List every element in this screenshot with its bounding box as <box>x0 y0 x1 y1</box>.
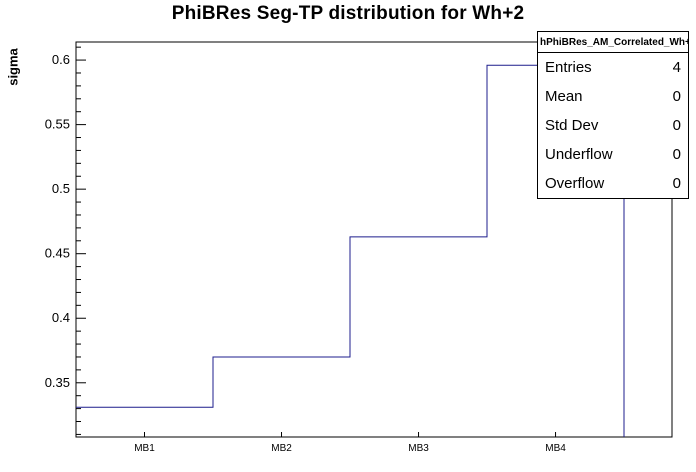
stats-row-stddev: Std Dev 0 <box>538 111 688 140</box>
stats-label: Overflow <box>545 175 605 192</box>
stats-label: Mean <box>545 88 583 105</box>
stats-value: 0 <box>672 175 681 192</box>
stats-value: 4 <box>672 59 681 76</box>
svg-text:MB1: MB1 <box>134 443 155 454</box>
svg-text:MB3: MB3 <box>408 443 429 454</box>
stats-value: 0 <box>672 146 681 163</box>
svg-text:0.6: 0.6 <box>52 52 70 67</box>
svg-text:MB2: MB2 <box>271 443 292 454</box>
svg-text:0.35: 0.35 <box>45 375 70 390</box>
stats-label: Underflow <box>545 146 613 163</box>
y-axis-ticks: 0.35 0.4 0.45 0.5 0.55 0.6 <box>45 46 86 435</box>
svg-text:0.5: 0.5 <box>52 181 70 196</box>
stats-box-title: hPhiBRes_AM_Correlated_Wh+2 <box>538 32 688 53</box>
stats-value: 0 <box>672 88 681 105</box>
stats-row-mean: Mean 0 <box>538 82 688 111</box>
x-axis-ticks: MB1 MB2 MB3 MB4 <box>134 432 566 454</box>
svg-text:0.45: 0.45 <box>45 246 70 261</box>
chart-title: PhiBRes Seg-TP distribution for Wh+2 <box>171 3 525 24</box>
stats-label: Std Dev <box>545 117 599 134</box>
svg-text:0.4: 0.4 <box>52 310 70 325</box>
svg-text:0.55: 0.55 <box>45 117 70 132</box>
stats-value: 0 <box>672 117 681 134</box>
plot-frame <box>75 41 673 438</box>
svg-text:MB4: MB4 <box>545 443 566 454</box>
stats-label: Entries <box>545 59 592 76</box>
stats-box: hPhiBRes_AM_Correlated_Wh+2 Entries 4 Me… <box>537 31 689 199</box>
stats-row-entries: Entries 4 <box>538 53 688 82</box>
stats-row-underflow: Underflow 0 <box>538 140 688 169</box>
stats-row-overflow: Overflow 0 <box>538 169 688 198</box>
